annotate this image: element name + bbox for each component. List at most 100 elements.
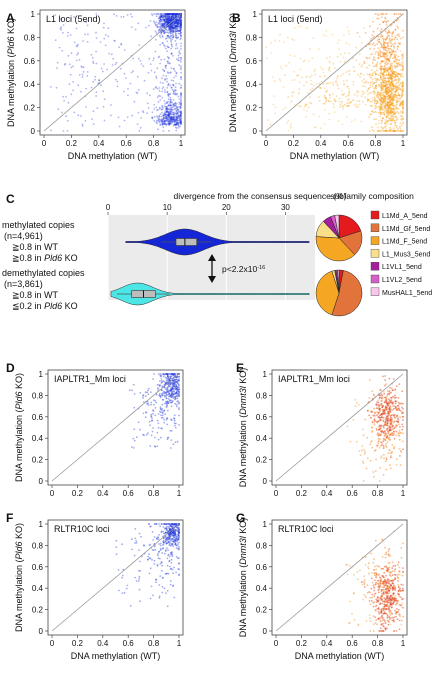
data-point — [386, 42, 388, 45]
data-point — [319, 75, 321, 78]
data-point — [156, 26, 159, 29]
data-point — [132, 70, 134, 72]
data-point — [382, 453, 385, 456]
data-point — [142, 65, 145, 67]
data-point — [306, 110, 308, 112]
data-point — [339, 106, 342, 108]
data-point — [379, 130, 382, 132]
data-point — [176, 18, 179, 21]
data-point — [392, 83, 395, 86]
data-point — [348, 88, 350, 90]
data-point — [391, 79, 394, 82]
data-point — [402, 53, 404, 55]
data-point — [381, 68, 384, 71]
data-point — [279, 80, 282, 82]
data-point — [384, 408, 386, 410]
data-point — [160, 15, 163, 18]
data-point — [180, 116, 182, 119]
data-point — [137, 111, 140, 114]
data-point — [386, 47, 389, 50]
data-point — [169, 104, 172, 107]
data-point — [394, 414, 396, 416]
data-point — [394, 402, 397, 405]
data-point — [166, 31, 169, 34]
data-point — [395, 603, 397, 606]
data-point — [386, 101, 389, 104]
data-point — [305, 115, 307, 118]
data-point — [156, 387, 159, 389]
data-point — [392, 130, 395, 132]
data-point — [179, 125, 181, 128]
data-point — [368, 88, 370, 90]
data-point — [172, 572, 175, 575]
data-point — [167, 115, 170, 117]
data-point — [401, 85, 403, 88]
data-point — [175, 24, 178, 27]
data-point — [338, 97, 341, 100]
data-point — [379, 416, 381, 419]
data-point — [57, 108, 60, 111]
data-point — [384, 82, 387, 84]
data-point — [161, 26, 163, 29]
data-point — [163, 70, 166, 72]
data-point — [170, 16, 173, 19]
data-point — [382, 102, 385, 105]
data-point — [309, 48, 311, 50]
data-point — [313, 126, 316, 129]
data-point — [168, 14, 171, 17]
data-point — [60, 26, 62, 29]
data-point — [384, 85, 386, 87]
data-point — [174, 402, 177, 405]
data-point — [150, 13, 153, 15]
data-point — [162, 14, 165, 17]
data-point — [293, 79, 296, 81]
data-point — [167, 13, 170, 15]
data-point — [381, 107, 384, 109]
data-point — [56, 67, 58, 69]
data-point — [156, 96, 159, 98]
data-point — [133, 393, 136, 395]
data-point — [174, 32, 177, 35]
data-point — [63, 100, 65, 102]
data-point — [395, 425, 397, 428]
data-point — [370, 587, 373, 590]
data-point — [162, 126, 165, 128]
data-point — [386, 92, 389, 95]
data-point — [172, 106, 175, 109]
data-point — [380, 91, 383, 94]
data-point — [396, 101, 399, 104]
data-point — [394, 577, 397, 579]
data-point — [151, 417, 154, 420]
data-point — [140, 117, 143, 119]
y-tick-label: 1 — [263, 370, 268, 379]
data-point — [387, 67, 390, 70]
data-point — [171, 553, 174, 556]
data-point — [396, 75, 399, 78]
data-point — [165, 64, 167, 67]
data-point — [145, 433, 148, 436]
data-point — [158, 19, 161, 22]
data-point — [381, 13, 384, 15]
data-point — [164, 18, 167, 21]
data-point — [313, 70, 316, 73]
data-point — [167, 118, 170, 121]
data-point — [357, 105, 359, 108]
data-point — [163, 19, 166, 21]
data-point — [170, 117, 172, 120]
data-point — [164, 65, 167, 68]
data-point — [388, 101, 391, 104]
data-point — [371, 74, 373, 77]
data-point — [376, 78, 379, 80]
data-point — [378, 408, 380, 411]
data-point — [170, 30, 173, 33]
data-point — [387, 106, 389, 108]
data-point — [380, 101, 383, 103]
data-point — [394, 568, 397, 571]
data-point — [170, 115, 173, 118]
data-point — [170, 389, 173, 392]
data-point — [338, 39, 340, 41]
data-point — [390, 45, 392, 48]
data-point — [314, 126, 317, 129]
data-point — [166, 13, 168, 15]
data-point — [376, 100, 379, 103]
